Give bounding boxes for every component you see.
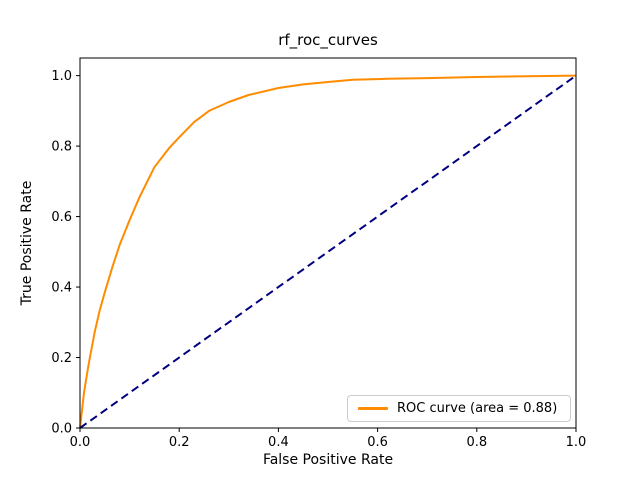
legend-roc-label: ROC curve (area = 0.88) <box>397 401 558 416</box>
x-axis-label: False Positive Rate <box>262 452 394 468</box>
x-tick-label: 0.0 <box>70 435 91 450</box>
y-axis-label: True Positive Rate <box>19 180 35 306</box>
y-tick-label: 0.0 <box>51 422 72 437</box>
x-tick-label: 0.2 <box>169 435 190 450</box>
x-tick-label: 1.0 <box>566 435 587 450</box>
legend-box: ROC curve (area = 0.88) <box>347 395 571 422</box>
chart-title: rf_roc_curves <box>278 31 378 49</box>
y-tick-label: 0.2 <box>51 351 72 366</box>
x-tick-label: 0.4 <box>268 435 289 450</box>
legend-roc-line-swatch <box>358 407 388 410</box>
x-tick-label: 0.6 <box>367 435 388 450</box>
series-roc-curve <box>79 74 577 429</box>
y-tick-label: 0.6 <box>51 210 72 225</box>
axes-frame <box>79 57 577 429</box>
x-tick-label: 0.8 <box>466 435 487 450</box>
y-tick-label: 0.4 <box>51 281 72 296</box>
y-tick-label: 0.8 <box>51 140 72 155</box>
y-tick-label: 1.0 <box>51 69 72 84</box>
series-chance-line <box>79 74 577 429</box>
